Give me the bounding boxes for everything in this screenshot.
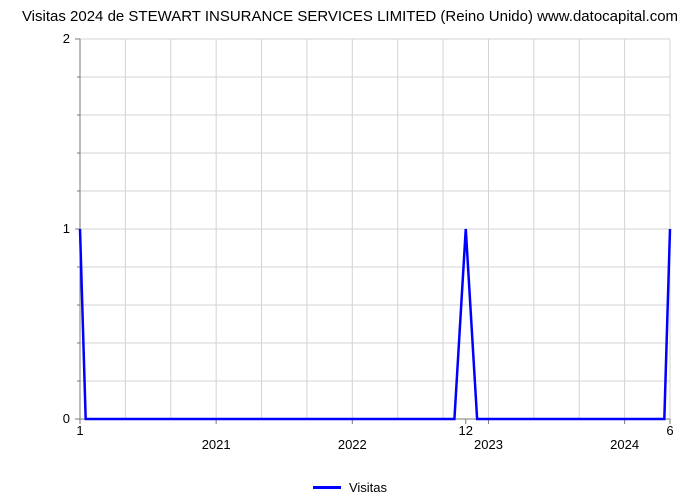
chart-title: Visitas 2024 de STEWART INSURANCE SERVIC… (22, 8, 678, 25)
svg-text:2021: 2021 (202, 437, 231, 452)
svg-text:6: 6 (666, 423, 673, 438)
svg-text:1: 1 (76, 423, 83, 438)
legend-swatch (313, 486, 341, 489)
line-chart: 01212021202212202320246 (25, 29, 675, 469)
svg-text:1: 1 (63, 221, 70, 236)
legend: Visitas (313, 480, 387, 495)
svg-text:2023: 2023 (474, 437, 503, 452)
chart-container: 01212021202212202320246 (25, 29, 675, 474)
svg-text:2024: 2024 (610, 437, 639, 452)
legend-label: Visitas (349, 480, 387, 495)
svg-text:0: 0 (63, 411, 70, 426)
svg-text:2: 2 (63, 31, 70, 46)
svg-text:12: 12 (459, 423, 473, 438)
svg-text:2022: 2022 (338, 437, 367, 452)
